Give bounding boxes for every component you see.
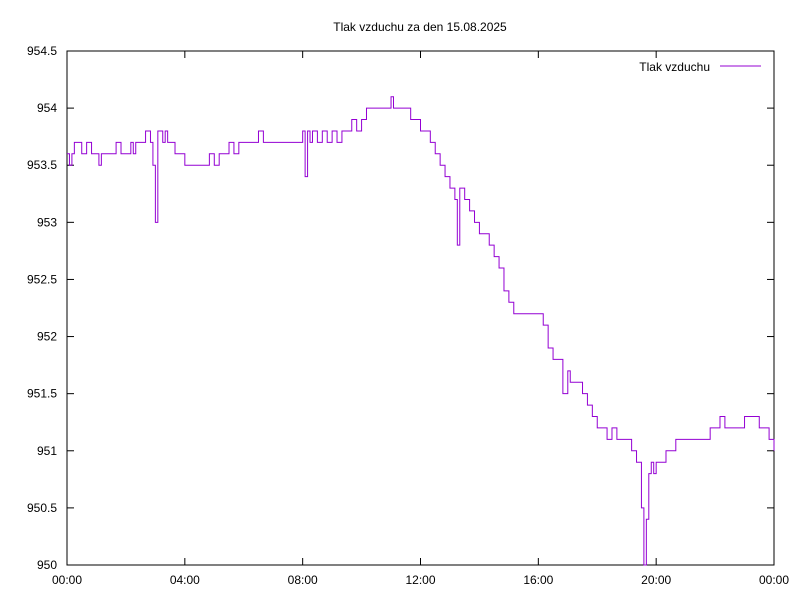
y-tick-label: 952 bbox=[37, 330, 57, 344]
y-axis: 950 950.5 951 951.5 952 952.5 953 953.5 954 954.5 bbox=[27, 44, 774, 572]
series-layer bbox=[67, 96, 775, 566]
y-tick-label: 954.5 bbox=[27, 44, 57, 58]
y-tick-label: 951 bbox=[37, 444, 57, 458]
x-tick-label: 04:00 bbox=[170, 573, 200, 587]
y-tick-label: 953 bbox=[37, 215, 57, 229]
x-tick-label: 16:00 bbox=[523, 573, 553, 587]
series-line-pressure bbox=[67, 96, 775, 566]
x-axis: 00:00 04:00 08:00 12:00 16:00 20:00 00:00 bbox=[52, 51, 789, 587]
y-tick-label: 950.5 bbox=[27, 501, 57, 515]
chart-title: Tlak vzduchu za den 15.08.2025 bbox=[333, 20, 507, 34]
y-tick-label: 953.5 bbox=[27, 158, 57, 172]
legend-label-pressure: Tlak vzduchu bbox=[639, 60, 710, 74]
y-tick-label: 952.5 bbox=[27, 272, 57, 286]
x-tick-label: 20:00 bbox=[641, 573, 671, 587]
y-tick-label: 950 bbox=[37, 558, 57, 572]
x-tick-label: 00:00 bbox=[52, 573, 82, 587]
y-tick-label: 954 bbox=[37, 101, 57, 115]
x-tick-label: 12:00 bbox=[405, 573, 435, 587]
y-tick-label: 951.5 bbox=[27, 387, 57, 401]
x-tick-label: 00:00 bbox=[759, 573, 789, 587]
x-tick-label: 08:00 bbox=[288, 573, 318, 587]
legend: Tlak vzduchu bbox=[639, 60, 761, 74]
